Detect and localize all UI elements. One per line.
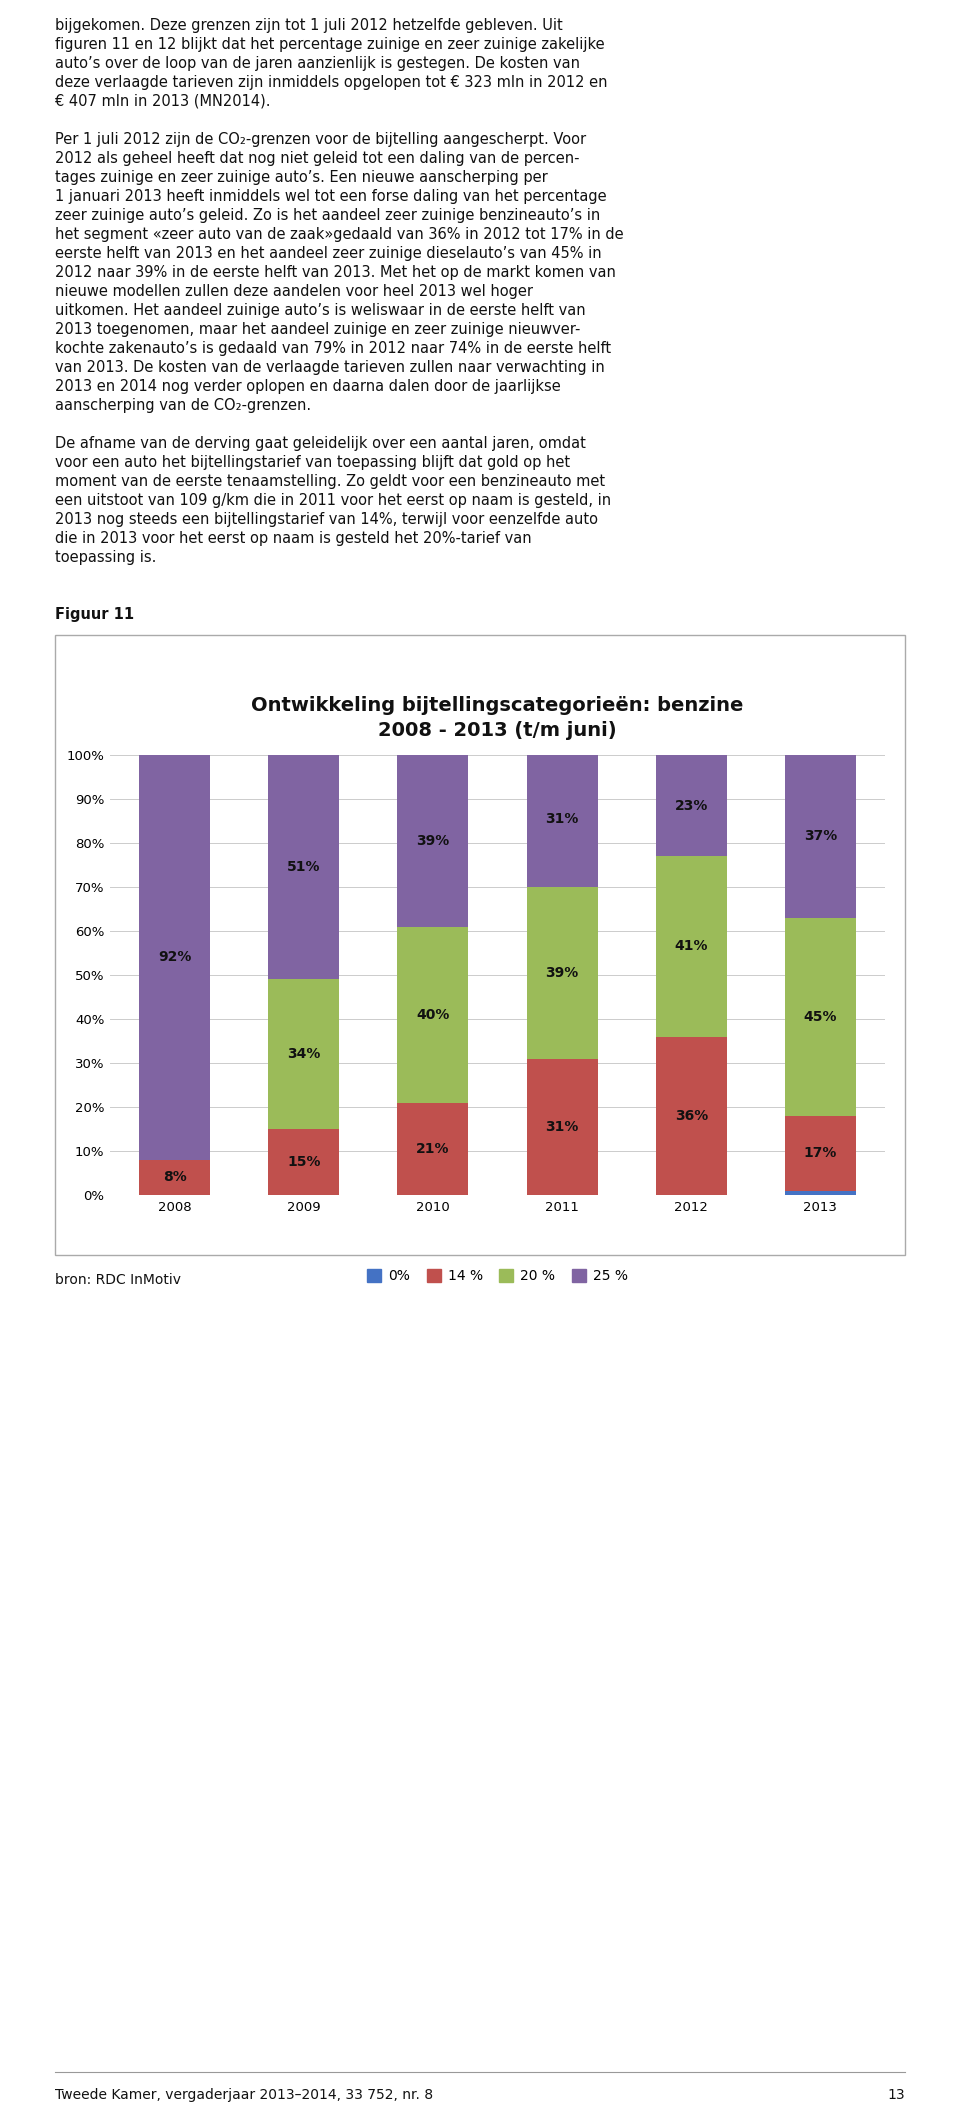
- Bar: [785, 1116, 856, 1190]
- Text: 45%: 45%: [804, 1010, 837, 1023]
- Text: Figuur 11: Figuur 11: [55, 608, 134, 623]
- Text: 34%: 34%: [287, 1046, 321, 1061]
- Text: 2012 als geheel heeft dat nog niet geleid tot een daling van de percen-: 2012 als geheel heeft dat nog niet gelei…: [55, 150, 580, 165]
- Text: bron: RDC InMotiv: bron: RDC InMotiv: [55, 1273, 181, 1288]
- Text: tages zuinige en zeer zuinige auto’s. Een nieuwe aanscherping per: tages zuinige en zeer zuinige auto’s. Ee…: [55, 169, 548, 184]
- Text: 2013 nog steeds een bijtellingstarief van 14%, terwijl voor eenzelfde auto: 2013 nog steeds een bijtellingstarief va…: [55, 513, 598, 527]
- Text: 2013 toegenomen, maar het aandeel zuinige en zeer zuinige nieuwver-: 2013 toegenomen, maar het aandeel zuinig…: [55, 322, 581, 337]
- Text: 39%: 39%: [417, 834, 449, 847]
- Bar: [139, 754, 210, 1161]
- Bar: [785, 754, 856, 917]
- Text: die in 2013 voor het eerst op naam is gesteld het 20%-tarief van: die in 2013 voor het eerst op naam is ge…: [55, 532, 532, 546]
- Text: 2013 en 2014 nog verder oplopen en daarna dalen door de jaarlijkse: 2013 en 2014 nog verder oplopen en daarn…: [55, 379, 561, 394]
- Text: Tweede Kamer, vergaderjaar 2013–2014, 33 752, nr. 8: Tweede Kamer, vergaderjaar 2013–2014, 33…: [55, 2088, 433, 2101]
- Text: voor een auto het bijtellingstarief van toepassing blijft dat gold op het: voor een auto het bijtellingstarief van …: [55, 455, 570, 470]
- Bar: [268, 1129, 339, 1195]
- Text: figuren 11 en 12 blijkt dat het percentage zuinige en zeer zuinige zakelijke: figuren 11 en 12 blijkt dat het percenta…: [55, 36, 605, 53]
- Title: Ontwikkeling bijtellingscategorieën: benzine
2008 - 2013 (t/m juni): Ontwikkeling bijtellingscategorieën: ben…: [252, 695, 744, 739]
- Text: 92%: 92%: [157, 951, 191, 964]
- Text: 39%: 39%: [545, 966, 579, 981]
- Text: bijgekomen. Deze grenzen zijn tot 1 juli 2012 hetzelfde gebleven. Uit: bijgekomen. Deze grenzen zijn tot 1 juli…: [55, 17, 563, 34]
- Bar: [656, 856, 727, 1036]
- Text: uitkomen. Het aandeel zuinige auto’s is weliswaar in de eerste helft van: uitkomen. Het aandeel zuinige auto’s is …: [55, 303, 586, 318]
- Bar: [397, 926, 468, 1103]
- Text: 15%: 15%: [287, 1154, 321, 1169]
- Bar: [139, 1161, 210, 1195]
- Text: nieuwe modellen zullen deze aandelen voor heel 2013 wel hoger: nieuwe modellen zullen deze aandelen voo…: [55, 284, 533, 299]
- Bar: [268, 754, 339, 979]
- Text: 31%: 31%: [545, 1120, 579, 1133]
- Text: 31%: 31%: [545, 811, 579, 826]
- Text: het segment «zeer auto van de zaak»gedaald van 36% in 2012 tot 17% in de: het segment «zeer auto van de zaak»gedaa…: [55, 227, 624, 241]
- Legend: 0%, 14 %, 20 %, 25 %: 0%, 14 %, 20 %, 25 %: [362, 1264, 634, 1288]
- Text: De afname van de derving gaat geleidelijk over een aantal jaren, omdat: De afname van de derving gaat geleidelij…: [55, 436, 586, 451]
- Text: aanscherping van de CO₂-grenzen.: aanscherping van de CO₂-grenzen.: [55, 398, 311, 413]
- Text: deze verlaagde tarieven zijn inmiddels opgelopen tot € 323 mln in 2012 en: deze verlaagde tarieven zijn inmiddels o…: [55, 74, 608, 89]
- Bar: [268, 979, 339, 1129]
- Text: 36%: 36%: [675, 1110, 708, 1123]
- Text: 40%: 40%: [417, 1008, 449, 1021]
- Bar: [527, 887, 598, 1059]
- Text: 51%: 51%: [287, 860, 321, 875]
- Text: kochte zakenauto’s is gedaald van 79% in 2012 naar 74% in de eerste helft: kochte zakenauto’s is gedaald van 79% in…: [55, 341, 612, 356]
- Text: 21%: 21%: [417, 1142, 449, 1156]
- Bar: [527, 750, 598, 887]
- Text: auto’s over de loop van de jaren aanzienlijk is gestegen. De kosten van: auto’s over de loop van de jaren aanzien…: [55, 55, 580, 72]
- Bar: [656, 754, 727, 856]
- Text: een uitstoot van 109 g/km die in 2011 voor het eerst op naam is gesteld, in: een uitstoot van 109 g/km die in 2011 vo…: [55, 493, 612, 508]
- Text: 1 januari 2013 heeft inmiddels wel tot een forse daling van het percentage: 1 januari 2013 heeft inmiddels wel tot e…: [55, 189, 607, 203]
- Text: 41%: 41%: [675, 940, 708, 953]
- Text: 2012 naar 39% in de eerste helft van 2013. Met het op de markt komen van: 2012 naar 39% in de eerste helft van 201…: [55, 265, 616, 280]
- Text: van 2013. De kosten van de verlaagde tarieven zullen naar verwachting in: van 2013. De kosten van de verlaagde tar…: [55, 360, 605, 375]
- Bar: [656, 1036, 727, 1195]
- Text: 17%: 17%: [804, 1146, 837, 1161]
- Bar: [397, 754, 468, 926]
- Text: zeer zuinige auto’s geleid. Zo is het aandeel zeer zuinige benzineauto’s in: zeer zuinige auto’s geleid. Zo is het aa…: [55, 208, 600, 222]
- Text: 37%: 37%: [804, 830, 837, 843]
- Bar: [527, 1059, 598, 1195]
- Text: toepassing is.: toepassing is.: [55, 551, 156, 566]
- Bar: [785, 1190, 856, 1195]
- Text: 13: 13: [887, 2088, 905, 2101]
- Bar: [785, 917, 856, 1116]
- Bar: [397, 1103, 468, 1195]
- Text: € 407 mln in 2013 (MN2014).: € 407 mln in 2013 (MN2014).: [55, 93, 271, 108]
- Text: Per 1 juli 2012 zijn de CO₂-grenzen voor de bijtelling aangescherpt. Voor: Per 1 juli 2012 zijn de CO₂-grenzen voor…: [55, 131, 587, 146]
- Text: eerste helft van 2013 en het aandeel zeer zuinige dieselauto’s van 45% in: eerste helft van 2013 en het aandeel zee…: [55, 246, 602, 261]
- Text: 23%: 23%: [675, 798, 708, 813]
- Text: moment van de eerste tenaamstelling. Zo geldt voor een benzineauto met: moment van de eerste tenaamstelling. Zo …: [55, 474, 605, 489]
- Text: 8%: 8%: [162, 1171, 186, 1184]
